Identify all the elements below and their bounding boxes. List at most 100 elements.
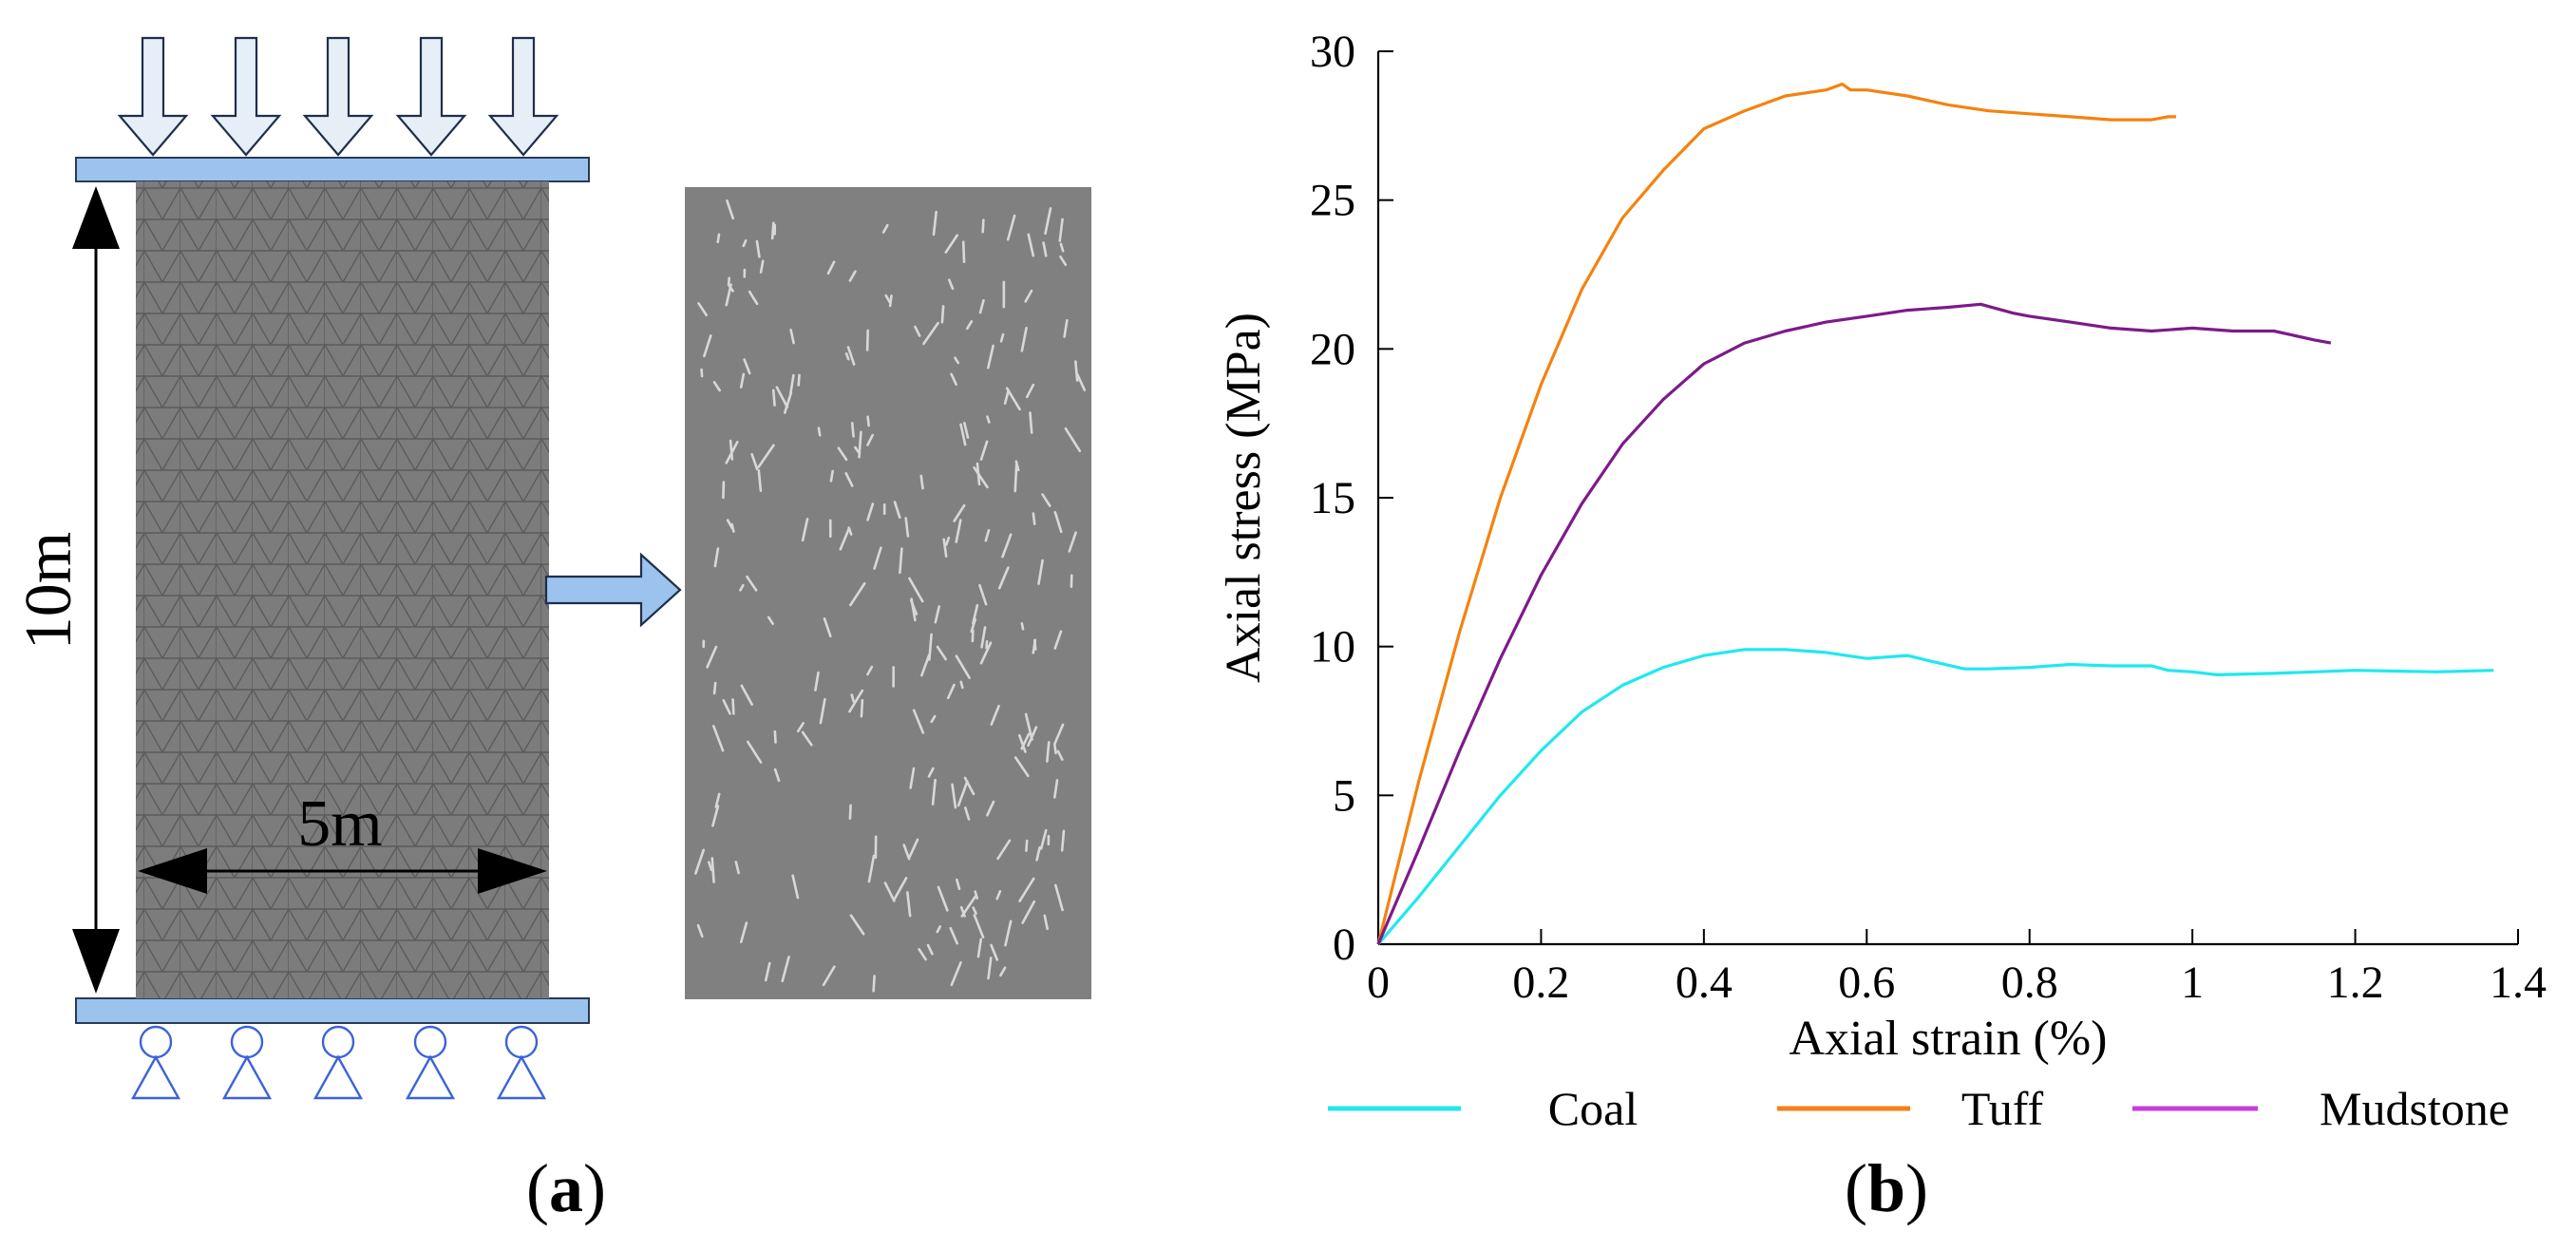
crack-mark — [946, 683, 956, 700]
crack-mark — [1024, 289, 1033, 303]
crack-mark — [1053, 779, 1059, 799]
crack-mark — [908, 838, 919, 859]
crack-mark — [955, 654, 971, 679]
crack-mark — [1006, 214, 1016, 241]
crack-mark — [963, 776, 975, 796]
crack-mark — [1042, 241, 1048, 257]
width-label: 5m — [297, 787, 382, 861]
top-loading-plate — [75, 157, 590, 182]
crack-mark — [1027, 233, 1035, 257]
crack-mark — [1025, 839, 1029, 852]
crack-mark — [866, 665, 874, 676]
crack-mark — [926, 943, 934, 956]
crack-mark — [927, 767, 935, 778]
crack-mark — [990, 704, 1000, 726]
crack-mark — [936, 925, 942, 934]
x-tick-label: 0 — [1367, 957, 1390, 1008]
crack-mark — [710, 857, 715, 883]
crack-mark — [844, 352, 850, 361]
crack-mark — [999, 966, 1007, 977]
support-icon — [130, 1025, 181, 1100]
crack-mark — [1041, 493, 1051, 507]
crack-mark — [722, 699, 731, 715]
y-tick-label: 30 — [1310, 27, 1355, 77]
crack-mark — [708, 861, 713, 872]
crack-mark — [945, 536, 951, 546]
crack-mark — [747, 740, 763, 764]
crack-mark — [987, 957, 993, 980]
crack-mark — [775, 386, 789, 408]
crack-mark — [796, 722, 805, 733]
crack-mark — [748, 290, 759, 306]
crack-mark — [788, 373, 795, 395]
y-tick-label: 5 — [1333, 770, 1355, 821]
crack-mark — [979, 641, 993, 665]
height-dimension — [72, 186, 120, 994]
crack-mark — [954, 356, 960, 365]
crack-mark — [767, 616, 774, 625]
panel-a-label: (a) — [526, 1150, 606, 1226]
crack-mark — [942, 538, 948, 558]
support-icon — [496, 1025, 547, 1100]
crack-mark — [981, 218, 985, 234]
crack-mark — [696, 923, 704, 938]
crack-mark — [814, 671, 820, 692]
bottom-loading-plate — [75, 997, 590, 1024]
panel-b-label: (b) — [1845, 1150, 1928, 1226]
crack-mark — [1020, 622, 1025, 631]
crack-mark — [997, 566, 1010, 590]
y-tick-label: 0 — [1333, 919, 1355, 970]
crack-mark — [959, 680, 964, 690]
crack-mark — [1053, 723, 1065, 746]
crack-mark — [697, 302, 708, 316]
result-arrow-icon — [544, 552, 682, 628]
legend-label-coal: Coal — [1548, 1082, 1638, 1135]
crack-mark — [823, 616, 832, 638]
crack-mark — [743, 358, 751, 375]
crack-mark — [1020, 326, 1028, 352]
crack-mark — [949, 926, 958, 945]
crack-mark — [906, 891, 912, 918]
crack-mark — [899, 547, 903, 575]
legend-label-mudstone: Mudstone — [2320, 1082, 2510, 1135]
crack-mark — [773, 768, 781, 783]
crack-mark — [1017, 733, 1027, 753]
crack-mark — [986, 415, 991, 424]
crack-mark — [902, 843, 911, 861]
crack-mark — [1018, 877, 1035, 902]
series-line-tuff — [1376, 82, 2176, 945]
load-arrow-icon — [487, 36, 559, 157]
crack-mark — [1003, 389, 1011, 405]
crack-mark — [919, 474, 924, 490]
crack-mark — [1056, 749, 1064, 761]
crack-mark — [849, 581, 866, 607]
crack-mark — [726, 199, 735, 220]
crack-mark — [734, 861, 740, 875]
crack-mark — [1060, 829, 1066, 852]
load-arrow-icon — [395, 36, 467, 157]
y-axis-ticks: 0 5 10 15 20 25 30 — [1310, 27, 1393, 970]
x-axis-ticks: 0 0.2 0.4 0.6 0.8 1 1.2 1.4 — [1367, 929, 2547, 1008]
crack-mark — [757, 469, 763, 492]
crack-mark — [984, 528, 991, 542]
crack-mark — [930, 714, 937, 724]
crack-mark — [996, 839, 1012, 861]
crack-mark — [931, 778, 937, 806]
crack-mark — [1021, 900, 1036, 924]
y-axis-label: Axial stress (MPa) — [1217, 313, 1271, 683]
crack-mark — [972, 906, 977, 915]
load-arrow-icon — [117, 36, 189, 157]
crack-mark — [822, 965, 836, 987]
crack-mark — [948, 278, 955, 291]
crack-mark — [722, 481, 726, 500]
crack-mark — [920, 654, 931, 677]
x-tick-label: 0.4 — [1676, 957, 1733, 1008]
crack-mark — [1058, 218, 1064, 242]
crack-mark — [1043, 914, 1049, 931]
crack-mark — [771, 389, 776, 407]
crack-mark — [957, 780, 969, 807]
support-icon — [405, 1025, 456, 1100]
crack-mark — [773, 730, 777, 744]
y-tick-label: 25 — [1310, 176, 1355, 226]
crack-mark — [817, 426, 822, 437]
